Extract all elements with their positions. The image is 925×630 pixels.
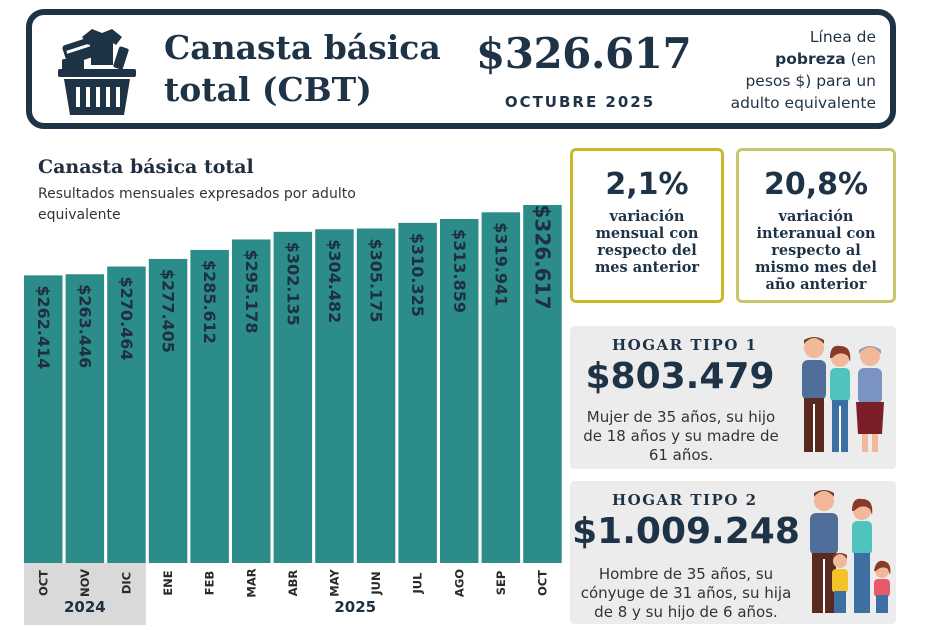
desc-line: de 18 años y su madre de xyxy=(583,427,779,445)
data-label-9: $310.325 xyxy=(408,233,427,317)
period-label: OCTUBRE 2025 xyxy=(504,93,656,111)
year-label-2024: 2024 xyxy=(64,598,106,616)
yearly-variation-box: 20,8% variación interanual con respecto … xyxy=(736,148,896,303)
category-label-7: MAY xyxy=(327,569,341,597)
yearly-variation-text: variación interanual con respecto al mis… xyxy=(755,208,877,293)
chart-title: Canasta básica total xyxy=(38,156,254,178)
bar-0 xyxy=(24,275,63,563)
hogar-label: HOGAR TIPO 2 xyxy=(612,491,758,509)
data-label-6: $302.135 xyxy=(283,242,302,326)
category-label-3: ENE xyxy=(161,570,175,595)
bar-5 xyxy=(232,239,271,563)
bar-2 xyxy=(107,266,146,563)
category-label-9: JUL xyxy=(411,572,425,595)
desc-line: Mujer de 35 años, su hijo xyxy=(586,408,776,426)
monthly-variation-value: 2,1% xyxy=(605,167,689,202)
category-label-6: ABR xyxy=(286,570,300,597)
desc-line: cónyuge de 31 años, su hija xyxy=(580,584,792,602)
data-label-0: $262.414 xyxy=(34,285,53,369)
bar-6 xyxy=(273,231,313,563)
hogar-tipo-1-card: HOGAR TIPO 1 $803.479 Mujer de 35 años, … xyxy=(570,326,896,469)
data-label-12: $326.617 xyxy=(530,204,554,309)
hogar-value: $803.479 xyxy=(585,356,775,397)
category-label-10: AGO xyxy=(452,569,466,597)
data-label-3: $277.405 xyxy=(159,269,178,353)
cbt-value: $326.617 xyxy=(476,29,692,78)
shopping-basket-icon xyxy=(58,29,136,115)
hogar-label: HOGAR TIPO 1 xyxy=(612,336,758,354)
desc-bold: pobreza xyxy=(775,50,846,68)
bar-9 xyxy=(398,222,437,563)
year-label-2025: 2025 xyxy=(334,598,376,616)
bar-7 xyxy=(315,229,354,563)
desc-line: adulto equivalente xyxy=(730,94,876,112)
poverty-line-description: Línea de pobreza (en pesos $) para un ad… xyxy=(684,26,876,114)
bar-10 xyxy=(440,218,479,563)
bar-3 xyxy=(148,258,188,563)
bar-11 xyxy=(481,212,521,564)
hogar-description: Hombre de 35 años, su cónyuge de 31 años… xyxy=(570,565,802,622)
hogar-value: $1.009.248 xyxy=(572,511,800,552)
data-label-4: $285.612 xyxy=(200,260,219,344)
family-three-icon xyxy=(802,337,884,452)
bar-1 xyxy=(65,274,105,563)
data-label-10: $313.859 xyxy=(450,229,469,313)
chart-subtitle: Resultados mensuales expresados por adul… xyxy=(38,186,356,223)
category-label-2: DIC xyxy=(119,572,133,594)
header-banner: Canasta básica total (CBT) $326.617 OCTU… xyxy=(26,9,896,129)
desc-after-bold: (en xyxy=(845,50,876,68)
monthly-variation-box: 2,1% variación mensual con respecto del … xyxy=(570,148,724,303)
category-label-1: NOV xyxy=(78,569,92,597)
desc-line: pesos $) para un xyxy=(745,72,876,90)
data-label-5: $295.178 xyxy=(242,249,261,333)
category-label-0: OCT xyxy=(36,570,50,596)
yearly-variation-value: 20,8% xyxy=(763,167,869,202)
bar-4 xyxy=(190,249,229,564)
category-label-5: MAR xyxy=(244,568,258,597)
monthly-variation-text: variación mensual con respecto del mes a… xyxy=(594,208,700,276)
data-label-8: $305.175 xyxy=(367,238,386,322)
hogar-description: Mujer de 35 años, su hijo de 18 años y s… xyxy=(570,408,792,465)
data-label-11: $319.941 xyxy=(491,222,510,306)
cbt-bar-chart: $262.414 OCT $263.446 NOV $270.464 DIC $277.40… xyxy=(24,204,562,625)
category-label-12: OCT xyxy=(535,570,549,596)
bar-8 xyxy=(356,228,396,563)
bar-12 xyxy=(523,205,562,563)
desc-line: 61 años. xyxy=(648,446,714,464)
data-label-1: $263.446 xyxy=(75,284,94,368)
page-title: Canasta básica total (CBT) xyxy=(164,28,441,109)
desc-line: Hombre de 35 años, su xyxy=(598,565,774,583)
data-label-7: $304.482 xyxy=(325,239,344,323)
family-four-icon xyxy=(810,490,891,613)
desc-line: de 8 y su hijo de 6 años. xyxy=(594,603,778,621)
year-2024-band xyxy=(24,563,146,625)
category-label-11: SEP xyxy=(494,571,508,596)
hogar-tipo-2-card: HOGAR TIPO 2 $1.009.248 Hombre de 35 año… xyxy=(570,481,896,624)
category-label-8: JUN xyxy=(369,571,383,595)
category-label-4: FEB xyxy=(203,571,217,595)
desc-line: Línea de xyxy=(809,28,876,46)
desc-line: pobreza (en xyxy=(684,48,876,70)
data-label-2: $270.464 xyxy=(117,277,136,361)
